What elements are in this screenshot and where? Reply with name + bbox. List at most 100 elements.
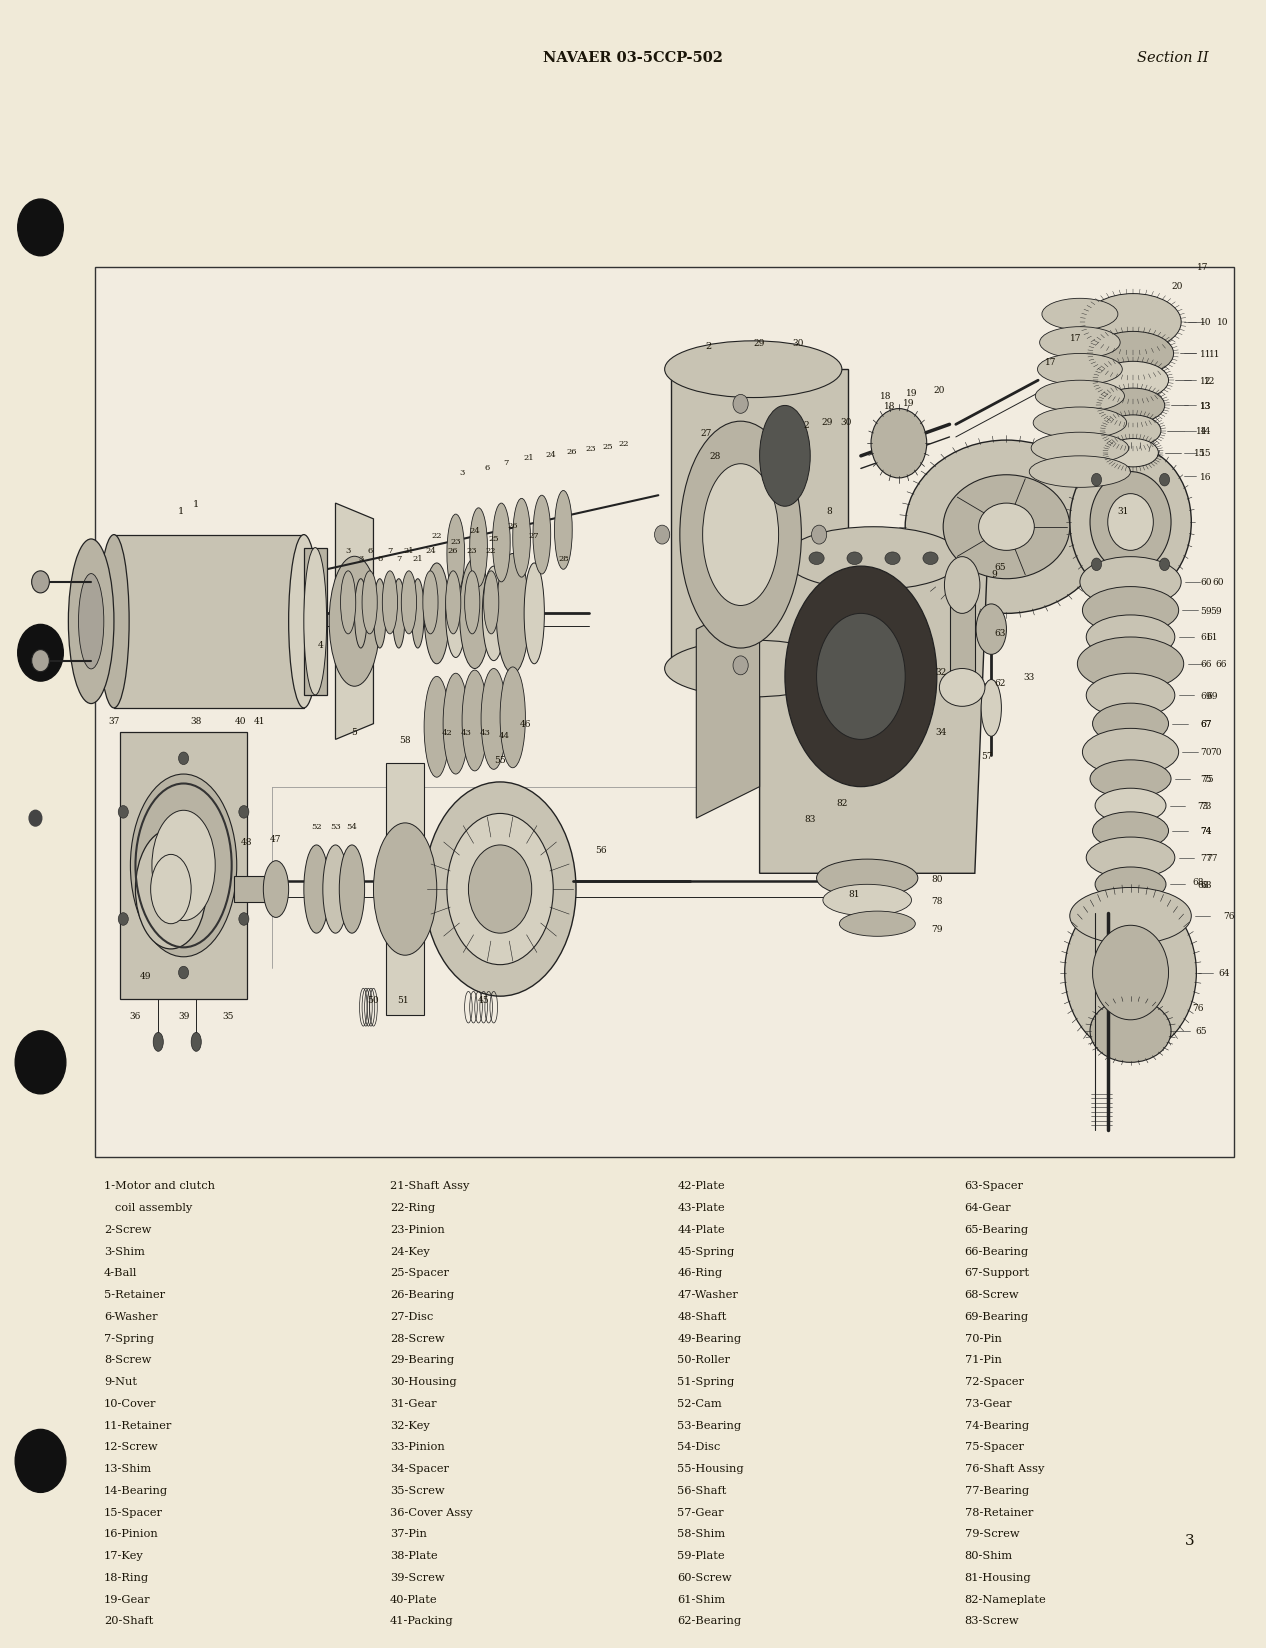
Text: 71-Pin: 71-Pin <box>965 1355 1001 1365</box>
Text: 60: 60 <box>1213 578 1224 587</box>
Text: 56: 56 <box>595 845 608 855</box>
Text: 59: 59 <box>1210 606 1222 615</box>
Text: 27: 27 <box>529 531 539 539</box>
Text: 14: 14 <box>1196 427 1208 435</box>
Text: 22: 22 <box>432 531 442 539</box>
Text: 66: 66 <box>1200 659 1212 669</box>
Ellipse shape <box>465 572 480 634</box>
Text: 70: 70 <box>1200 748 1212 756</box>
Text: 18: 18 <box>884 402 896 410</box>
Text: 30-Housing: 30-Housing <box>390 1376 457 1386</box>
Ellipse shape <box>1086 616 1175 659</box>
Text: 4-Ball: 4-Ball <box>104 1267 137 1277</box>
Text: 37: 37 <box>109 717 119 725</box>
Ellipse shape <box>1108 494 1153 550</box>
Text: 66-Bearing: 66-Bearing <box>965 1246 1029 1256</box>
Ellipse shape <box>500 667 525 768</box>
Ellipse shape <box>1160 559 1170 572</box>
Ellipse shape <box>373 824 437 956</box>
Text: 31-Gear: 31-Gear <box>390 1398 437 1407</box>
Text: 28: 28 <box>558 555 568 564</box>
Ellipse shape <box>151 855 191 925</box>
Text: 69: 69 <box>1206 692 1218 700</box>
Text: 6: 6 <box>367 547 372 555</box>
Text: 14-Bearing: 14-Bearing <box>104 1485 168 1495</box>
Text: 80-Shim: 80-Shim <box>965 1551 1013 1561</box>
Text: 74-Bearing: 74-Bearing <box>965 1419 1029 1430</box>
Text: 29-Bearing: 29-Bearing <box>390 1355 454 1365</box>
Text: 37-Pin: 37-Pin <box>390 1528 427 1538</box>
Ellipse shape <box>785 567 937 788</box>
Ellipse shape <box>1090 473 1171 574</box>
Ellipse shape <box>847 552 862 565</box>
Ellipse shape <box>817 860 918 898</box>
Text: 12: 12 <box>1204 376 1215 386</box>
Text: 29: 29 <box>755 339 765 348</box>
Text: 46-Ring: 46-Ring <box>677 1267 723 1277</box>
Text: 20: 20 <box>934 386 944 396</box>
Text: 62: 62 <box>995 679 1005 687</box>
Ellipse shape <box>733 396 748 414</box>
Ellipse shape <box>339 845 365 933</box>
Ellipse shape <box>943 476 1070 580</box>
Ellipse shape <box>446 572 461 634</box>
Text: 38-Plate: 38-Plate <box>390 1551 438 1561</box>
Text: 19-Gear: 19-Gear <box>104 1594 151 1604</box>
Ellipse shape <box>135 829 206 949</box>
Ellipse shape <box>304 845 329 933</box>
Text: 6: 6 <box>485 463 490 471</box>
Ellipse shape <box>424 564 449 664</box>
Text: 50: 50 <box>367 995 380 1004</box>
Ellipse shape <box>462 671 487 771</box>
Text: 35-Screw: 35-Screw <box>390 1485 444 1495</box>
Text: 39-Screw: 39-Screw <box>390 1572 444 1582</box>
Text: 55-Housing: 55-Housing <box>677 1463 744 1473</box>
Text: 26: 26 <box>567 448 577 456</box>
Text: 23-Pinion: 23-Pinion <box>390 1224 444 1234</box>
Text: 74: 74 <box>1200 827 1212 836</box>
Ellipse shape <box>923 552 938 565</box>
Bar <box>304 549 327 695</box>
Text: NAVAER 03-5CCP-502: NAVAER 03-5CCP-502 <box>543 51 723 66</box>
Ellipse shape <box>32 651 49 672</box>
Ellipse shape <box>533 496 551 575</box>
Text: 23: 23 <box>586 445 596 453</box>
Ellipse shape <box>733 656 748 676</box>
Text: 83: 83 <box>805 814 815 822</box>
Text: 9-Nut: 9-Nut <box>104 1376 137 1386</box>
Text: 76: 76 <box>1223 911 1234 921</box>
Ellipse shape <box>655 526 670 545</box>
Ellipse shape <box>1039 328 1120 359</box>
Ellipse shape <box>905 440 1108 615</box>
Text: 17: 17 <box>1044 358 1057 366</box>
Text: 15: 15 <box>1194 448 1205 458</box>
Ellipse shape <box>424 783 576 997</box>
Text: 9: 9 <box>991 570 996 578</box>
Ellipse shape <box>32 572 49 593</box>
Text: 83-Screw: 83-Screw <box>965 1615 1019 1625</box>
Ellipse shape <box>760 405 810 508</box>
Text: 75: 75 <box>1200 775 1212 784</box>
Ellipse shape <box>443 674 468 775</box>
Text: 40-Plate: 40-Plate <box>390 1594 438 1604</box>
Text: 70: 70 <box>1210 748 1222 756</box>
Ellipse shape <box>1093 333 1174 376</box>
Circle shape <box>18 625 63 682</box>
Ellipse shape <box>1082 587 1179 634</box>
Text: 21: 21 <box>524 455 534 461</box>
Ellipse shape <box>392 580 405 649</box>
Text: 10: 10 <box>1200 318 1212 328</box>
Ellipse shape <box>1098 363 1169 400</box>
Ellipse shape <box>423 572 438 634</box>
Text: 40: 40 <box>234 717 247 725</box>
Text: 52-Cam: 52-Cam <box>677 1398 722 1407</box>
Text: 60: 60 <box>1200 578 1212 587</box>
Text: 81-Housing: 81-Housing <box>965 1572 1032 1582</box>
Ellipse shape <box>1031 433 1129 465</box>
Text: 26: 26 <box>508 522 518 529</box>
Text: 14: 14 <box>1200 427 1212 435</box>
Text: 21: 21 <box>404 547 414 555</box>
Text: 19: 19 <box>903 399 915 407</box>
Text: 24: 24 <box>425 547 436 555</box>
Text: 67-Support: 67-Support <box>965 1267 1029 1277</box>
